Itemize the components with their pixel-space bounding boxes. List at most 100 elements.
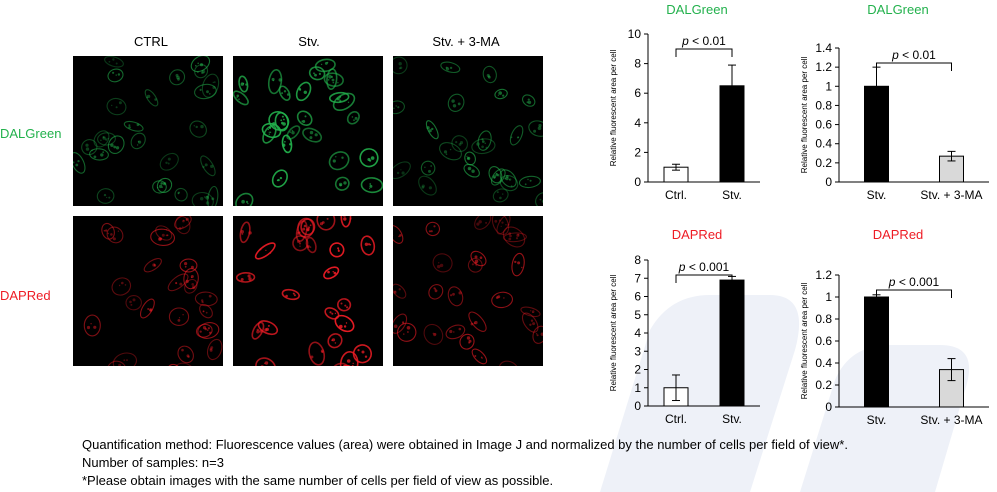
cell-puncta — [212, 81, 214, 84]
cell-puncta — [289, 143, 292, 146]
cell-puncta — [165, 229, 168, 231]
cell-puncta — [507, 223, 510, 226]
cell-outline — [106, 360, 127, 366]
cell-puncta — [248, 277, 252, 281]
cell-outline — [471, 348, 488, 365]
cell-outline — [195, 323, 213, 338]
cell-puncta — [115, 106, 118, 109]
cell-puncta — [156, 187, 159, 189]
cell-puncta — [326, 217, 329, 220]
cell-puncta — [209, 347, 213, 351]
cell-puncta — [102, 151, 105, 154]
cell-puncta — [339, 97, 341, 99]
cell-puncta — [449, 329, 453, 334]
bar-stv — [864, 85, 889, 183]
cell-puncta — [137, 140, 140, 143]
cell-puncta — [480, 356, 483, 358]
row-label-dalgreen: DALGreen — [0, 126, 62, 141]
y-axis-label: Relative fluorescent area per cell — [800, 283, 809, 400]
cell-puncta — [291, 129, 294, 132]
cell-puncta — [207, 327, 210, 330]
cell-puncta — [102, 136, 106, 140]
cell-outline — [360, 235, 376, 256]
cell-outline — [316, 216, 336, 231]
cell-outline — [106, 97, 127, 116]
cell-puncta — [284, 141, 286, 143]
cell-outline — [257, 320, 279, 336]
cell-puncta — [210, 164, 214, 168]
cell-puncta — [532, 311, 534, 314]
cell-puncta — [479, 256, 483, 259]
cell-puncta — [403, 333, 405, 335]
cell-puncta — [499, 196, 502, 200]
cell-puncta — [476, 222, 480, 226]
cell-outline — [83, 314, 101, 337]
cell-puncta — [205, 311, 208, 314]
cell-puncta — [190, 276, 193, 279]
cell-puncta — [204, 327, 207, 331]
cell-puncta — [200, 124, 204, 129]
cell-puncta — [399, 234, 402, 237]
cell-puncta — [201, 301, 204, 304]
cell-outline — [339, 351, 359, 366]
cell-puncta — [536, 334, 539, 337]
cell-puncta — [296, 231, 300, 235]
x-tick-label: Stv. — [722, 188, 742, 202]
cell-puncta — [398, 62, 402, 66]
cell-puncta — [524, 183, 527, 186]
cell-outline — [470, 250, 487, 267]
cell-puncta — [474, 259, 479, 264]
cell-outline — [177, 345, 194, 364]
y-tick-label: 0.2 — [815, 156, 832, 170]
cell-outline — [97, 132, 116, 146]
cell-puncta — [210, 346, 214, 349]
cell-puncta — [100, 153, 104, 157]
cell-puncta — [118, 284, 121, 287]
cell-puncta — [112, 237, 116, 241]
cell-puncta — [517, 136, 520, 138]
y-tick-label: 0.4 — [815, 356, 832, 370]
cell-outline — [521, 312, 539, 333]
cell-puncta — [399, 66, 403, 70]
cell-puncta — [302, 120, 306, 123]
cell-puncta — [175, 282, 178, 285]
cell-outline — [174, 362, 197, 366]
cell-puncta — [268, 126, 271, 129]
cell-puncta — [343, 325, 347, 328]
significance-bracket — [876, 289, 952, 298]
cell-puncta — [539, 198, 542, 201]
cell-puncta — [347, 101, 350, 103]
cell-puncta — [468, 341, 470, 344]
cell-puncta — [540, 332, 543, 336]
cell-outline — [459, 333, 475, 350]
y-tick-label: 0.8 — [815, 98, 832, 112]
cell-puncta — [445, 67, 450, 71]
cell-puncta — [129, 300, 132, 304]
cell-outline — [491, 291, 514, 309]
cell-puncta — [395, 105, 397, 107]
cell-outline — [423, 323, 444, 345]
cell-puncta — [260, 365, 264, 366]
cell-puncta — [396, 171, 400, 175]
cell-puncta — [452, 292, 455, 296]
cell-puncta — [259, 248, 262, 251]
cell-puncta — [186, 354, 190, 358]
cell-outline — [340, 216, 352, 228]
cell-puncta — [130, 303, 133, 306]
cell-puncta — [177, 192, 180, 195]
cell-outline — [155, 225, 173, 241]
cell-puncta — [202, 310, 205, 313]
y-tick-label: 1.2 — [815, 60, 832, 74]
cell-outline — [308, 341, 326, 366]
cell-puncta — [185, 279, 189, 283]
cell-puncta — [354, 116, 358, 120]
p-value-annotation: p < 0.001 — [678, 260, 730, 274]
cell-puncta — [431, 127, 434, 131]
cell-puncta — [146, 94, 151, 99]
cell-outline — [328, 91, 350, 104]
y-tick-label: 10 — [628, 27, 642, 41]
cell-outline — [329, 242, 345, 258]
cell-puncta — [179, 282, 183, 286]
cell-puncta — [369, 159, 372, 162]
cell-puncta — [330, 75, 334, 78]
